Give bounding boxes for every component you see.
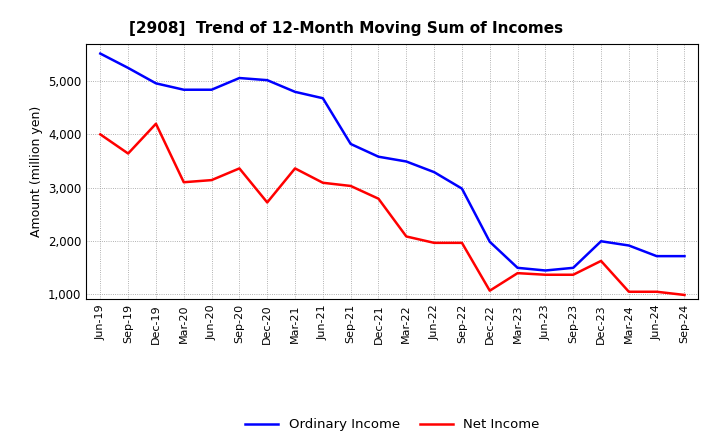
Ordinary Income — [346, 141, 355, 147]
Line: Net Income: Net Income — [100, 124, 685, 295]
Net Income — [624, 289, 633, 294]
Ordinary Income — [624, 243, 633, 248]
Net Income — [152, 121, 161, 126]
Net Income — [124, 151, 132, 156]
Net Income — [569, 272, 577, 277]
Ordinary Income — [152, 81, 161, 86]
Net Income — [485, 288, 494, 293]
Line: Ordinary Income: Ordinary Income — [100, 54, 685, 271]
Ordinary Income — [680, 253, 689, 259]
Net Income — [235, 166, 243, 171]
Ordinary Income — [318, 95, 327, 101]
Net Income — [652, 289, 661, 294]
Net Income — [96, 132, 104, 137]
Ordinary Income — [124, 65, 132, 70]
Net Income — [458, 240, 467, 246]
Ordinary Income — [652, 253, 661, 259]
Net Income — [597, 258, 606, 264]
Net Income — [207, 177, 216, 183]
Net Income — [513, 271, 522, 276]
Net Income — [291, 166, 300, 171]
Net Income — [263, 200, 271, 205]
Ordinary Income — [235, 75, 243, 81]
Ordinary Income — [430, 169, 438, 175]
Net Income — [346, 183, 355, 189]
Ordinary Income — [291, 89, 300, 95]
Ordinary Income — [402, 159, 410, 164]
Net Income — [402, 234, 410, 239]
Ordinary Income — [485, 239, 494, 245]
Net Income — [179, 180, 188, 185]
Ordinary Income — [207, 87, 216, 92]
Ordinary Income — [263, 77, 271, 83]
Text: [2908]  Trend of 12-Month Moving Sum of Incomes: [2908] Trend of 12-Month Moving Sum of I… — [130, 21, 563, 36]
Net Income — [374, 196, 383, 202]
Ordinary Income — [513, 265, 522, 271]
Legend: Ordinary Income, Net Income: Ordinary Income, Net Income — [240, 413, 545, 436]
Ordinary Income — [179, 87, 188, 92]
Net Income — [318, 180, 327, 185]
Ordinary Income — [374, 154, 383, 159]
Ordinary Income — [458, 186, 467, 191]
Ordinary Income — [541, 268, 550, 273]
Net Income — [541, 272, 550, 277]
Y-axis label: Amount (million yen): Amount (million yen) — [30, 106, 42, 237]
Net Income — [680, 292, 689, 297]
Net Income — [430, 240, 438, 246]
Ordinary Income — [569, 265, 577, 271]
Ordinary Income — [597, 238, 606, 244]
Ordinary Income — [96, 51, 104, 56]
